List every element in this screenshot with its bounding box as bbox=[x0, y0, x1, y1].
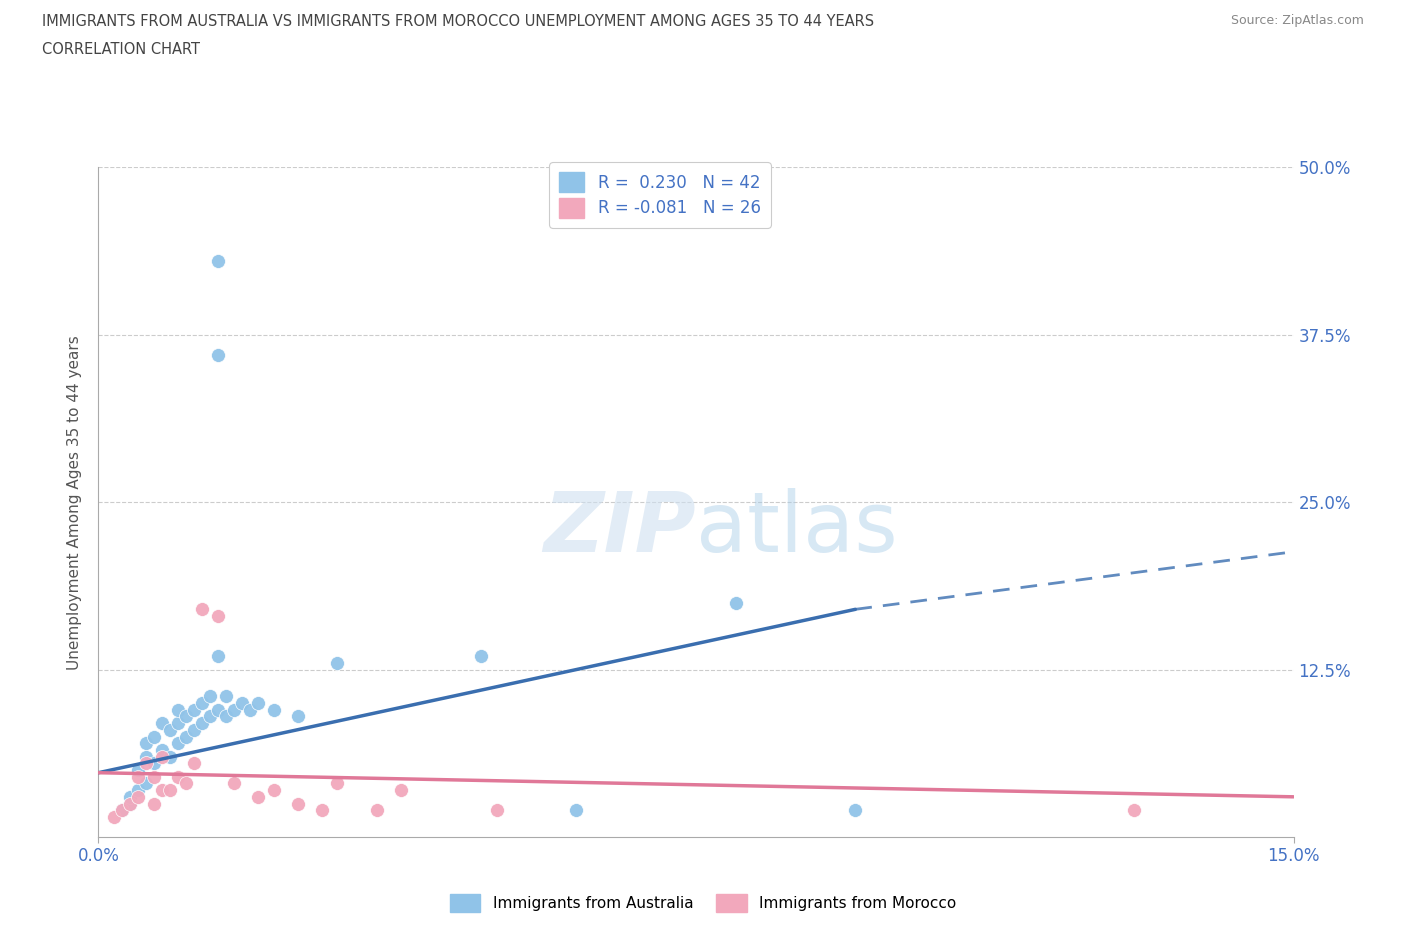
Point bbox=[198, 709, 221, 724]
Point bbox=[135, 756, 157, 771]
Point bbox=[127, 790, 149, 804]
Point bbox=[1123, 803, 1146, 817]
Point bbox=[135, 736, 157, 751]
Point bbox=[311, 803, 333, 817]
Point bbox=[103, 809, 125, 824]
Point bbox=[120, 796, 142, 811]
Point bbox=[159, 723, 181, 737]
Point bbox=[470, 649, 492, 664]
Legend: R =  0.230   N = 42, R = -0.081   N = 26: R = 0.230 N = 42, R = -0.081 N = 26 bbox=[550, 163, 770, 228]
Point bbox=[215, 709, 238, 724]
Point bbox=[174, 709, 197, 724]
Point bbox=[150, 750, 173, 764]
Point bbox=[198, 689, 221, 704]
Point bbox=[222, 702, 245, 717]
Text: CORRELATION CHART: CORRELATION CHART bbox=[42, 42, 200, 57]
Point bbox=[174, 776, 197, 790]
Point bbox=[143, 769, 166, 784]
Point bbox=[246, 790, 269, 804]
Point bbox=[143, 756, 166, 771]
Point bbox=[167, 736, 190, 751]
Point bbox=[207, 348, 229, 363]
Point bbox=[207, 254, 229, 269]
Point bbox=[143, 796, 166, 811]
Point bbox=[239, 702, 262, 717]
Point bbox=[183, 723, 205, 737]
Point bbox=[565, 803, 588, 817]
Point bbox=[263, 702, 285, 717]
Point bbox=[167, 716, 190, 731]
Point bbox=[246, 696, 269, 711]
Point bbox=[127, 763, 149, 777]
Point bbox=[231, 696, 253, 711]
Point bbox=[120, 790, 142, 804]
Point bbox=[183, 756, 205, 771]
Point bbox=[111, 803, 134, 817]
Point bbox=[207, 608, 229, 623]
Text: ZIP: ZIP bbox=[543, 488, 696, 569]
Point bbox=[326, 656, 349, 671]
Point bbox=[111, 803, 134, 817]
Point bbox=[389, 783, 412, 798]
Legend: Immigrants from Australia, Immigrants from Morocco: Immigrants from Australia, Immigrants fr… bbox=[444, 888, 962, 918]
Point bbox=[159, 783, 181, 798]
Point bbox=[287, 796, 309, 811]
Point bbox=[287, 709, 309, 724]
Point bbox=[485, 803, 508, 817]
Point bbox=[326, 776, 349, 790]
Point bbox=[215, 689, 238, 704]
Point bbox=[366, 803, 388, 817]
Point bbox=[174, 729, 197, 744]
Point bbox=[191, 602, 214, 617]
Point bbox=[127, 783, 149, 798]
Y-axis label: Unemployment Among Ages 35 to 44 years: Unemployment Among Ages 35 to 44 years bbox=[67, 335, 83, 670]
Text: Source: ZipAtlas.com: Source: ZipAtlas.com bbox=[1230, 14, 1364, 27]
Point bbox=[120, 796, 142, 811]
Point bbox=[207, 649, 229, 664]
Point bbox=[150, 742, 173, 757]
Point bbox=[263, 783, 285, 798]
Point bbox=[135, 776, 157, 790]
Point bbox=[844, 803, 866, 817]
Point bbox=[183, 702, 205, 717]
Point bbox=[135, 750, 157, 764]
Point bbox=[167, 702, 190, 717]
Point bbox=[150, 783, 173, 798]
Point bbox=[127, 769, 149, 784]
Point bbox=[724, 595, 747, 610]
Point bbox=[150, 716, 173, 731]
Text: IMMIGRANTS FROM AUSTRALIA VS IMMIGRANTS FROM MOROCCO UNEMPLOYMENT AMONG AGES 35 : IMMIGRANTS FROM AUSTRALIA VS IMMIGRANTS … bbox=[42, 14, 875, 29]
Point bbox=[167, 769, 190, 784]
Point bbox=[191, 716, 214, 731]
Point bbox=[143, 729, 166, 744]
Point bbox=[222, 776, 245, 790]
Text: atlas: atlas bbox=[696, 488, 897, 569]
Point bbox=[191, 696, 214, 711]
Point bbox=[207, 702, 229, 717]
Point bbox=[159, 750, 181, 764]
